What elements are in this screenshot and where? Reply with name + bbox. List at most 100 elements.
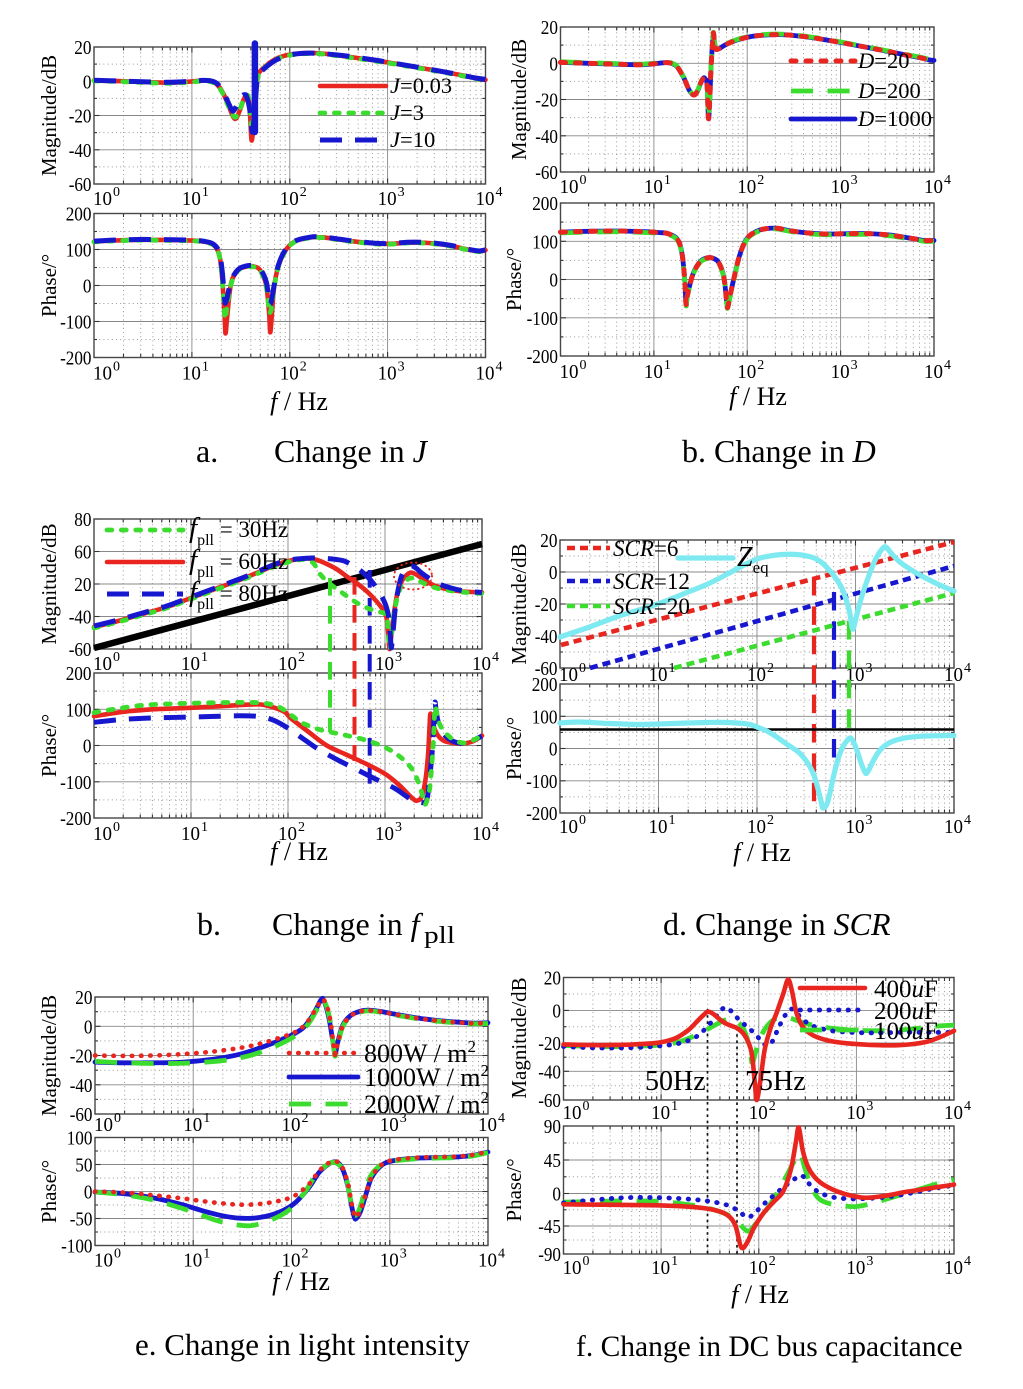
svg-text:20: 20 [541,17,558,39]
svg-text:10: 10 [93,823,112,845]
svg-text:10: 10 [278,823,297,845]
svg-text:4: 4 [944,358,951,373]
svg-text:Change in J: Change in J [274,433,429,469]
svg-text:10: 10 [649,664,668,686]
svg-text:2: 2 [757,358,764,373]
svg-text:D=1000: D=1000 [857,106,932,131]
svg-text:60: 60 [74,542,91,564]
svg-text:Phase/°: Phase/° [37,254,61,317]
svg-text:-100: -100 [61,1236,92,1258]
svg-text:2: 2 [300,360,307,375]
svg-text:20: 20 [74,574,91,596]
svg-text:10: 10 [559,816,578,838]
svg-text:D=200: D=200 [857,78,921,103]
svg-text:0: 0 [580,173,587,188]
svg-text:-200: -200 [527,346,558,368]
svg-text:Zeq: Zeq [737,542,769,577]
svg-text:0: 0 [583,1099,590,1114]
svg-text:10: 10 [472,823,491,845]
svg-text:1: 1 [671,1099,678,1114]
svg-text:Magnitude/dB: Magnitude/dB [37,523,61,644]
svg-text:10: 10 [649,816,668,838]
svg-text:20: 20 [74,37,91,59]
svg-text:J=0.03: J=0.03 [390,73,452,98]
svg-text:10: 10 [282,1114,301,1136]
svg-text:0: 0 [549,562,558,584]
svg-text:0: 0 [583,1254,590,1269]
svg-text:2: 2 [302,1111,309,1126]
svg-text:800W / m2: 800W / m2 [364,1037,476,1068]
svg-text:10: 10 [944,816,963,838]
svg-text:4: 4 [944,173,951,188]
svg-text:0: 0 [579,661,586,676]
svg-text:-60: -60 [535,162,558,184]
svg-text:10: 10 [747,664,766,686]
svg-text:75Hz: 75Hz [745,1066,806,1097]
svg-text:-20: -20 [538,1033,561,1055]
svg-text:10: 10 [476,188,495,210]
svg-text:10: 10 [737,176,756,198]
svg-text:10: 10 [559,664,578,686]
svg-text:10: 10 [749,1257,768,1279]
svg-text:45: 45 [544,1150,561,1172]
svg-text:4: 4 [492,650,499,665]
svg-text:200: 200 [66,663,92,685]
svg-text:fpll = 80Hz: fpll = 80Hz [189,576,288,613]
svg-text:-60: -60 [69,174,92,196]
svg-text:-50: -50 [70,1209,93,1231]
svg-text:-45: -45 [538,1216,561,1238]
svg-text:pll: pll [424,923,455,949]
svg-text:fpll = 30Hz: fpll = 30Hz [189,512,288,549]
svg-text:3: 3 [851,358,858,373]
svg-text:Phase/°: Phase/° [502,717,526,780]
svg-text:-20: -20 [70,1046,93,1068]
svg-text:3: 3 [395,650,402,665]
svg-text:0: 0 [113,650,120,665]
svg-text:0: 0 [84,1182,93,1204]
svg-text:3: 3 [398,360,405,375]
svg-text:0: 0 [113,360,120,375]
svg-text:1: 1 [203,1247,210,1262]
svg-text:-40: -40 [70,1075,93,1097]
svg-text:-20: -20 [535,90,558,112]
svg-text:SCR=20: SCR=20 [613,594,690,619]
svg-text:3: 3 [851,173,858,188]
svg-text:3: 3 [866,813,873,828]
svg-text:100: 100 [66,699,92,721]
svg-text:3: 3 [866,1099,873,1114]
svg-text:4: 4 [496,360,503,375]
svg-text:10: 10 [375,653,394,675]
svg-text:Phase/°: Phase/° [37,714,61,777]
svg-text:10: 10 [182,188,201,210]
svg-text:-60: -60 [70,1104,93,1126]
svg-text:2: 2 [298,650,305,665]
svg-text:3: 3 [400,1111,407,1126]
svg-text:4: 4 [498,1111,505,1126]
svg-text:-40: -40 [69,140,92,162]
svg-text:10: 10 [378,188,397,210]
svg-text:10: 10 [380,1250,399,1272]
svg-text:-40: -40 [535,626,558,648]
svg-text:10: 10 [831,361,850,383]
svg-text:3: 3 [395,820,402,835]
svg-text:20: 20 [75,987,92,1009]
svg-text:3: 3 [400,1247,407,1262]
svg-text:0: 0 [549,53,558,75]
svg-text:-40: -40 [69,607,92,629]
svg-text:10: 10 [280,188,299,210]
svg-text:fpll = 60Hz: fpll = 60Hz [189,544,288,581]
svg-text:1: 1 [202,360,209,375]
svg-text:-100: -100 [60,312,91,334]
svg-text:10: 10 [182,363,201,385]
svg-text:-100: -100 [526,771,557,793]
svg-text:1: 1 [201,820,208,835]
svg-text:Change in f: Change in f [272,906,424,942]
svg-text:0: 0 [113,185,120,200]
svg-text:Magnitude/dB: Magnitude/dB [507,543,531,664]
svg-text:50Hz: 50Hz [645,1066,706,1097]
svg-text:0: 0 [549,270,558,292]
svg-text:10: 10 [846,816,865,838]
svg-text:10: 10 [560,176,579,198]
svg-text:0: 0 [552,1000,561,1022]
svg-text:1: 1 [669,813,676,828]
